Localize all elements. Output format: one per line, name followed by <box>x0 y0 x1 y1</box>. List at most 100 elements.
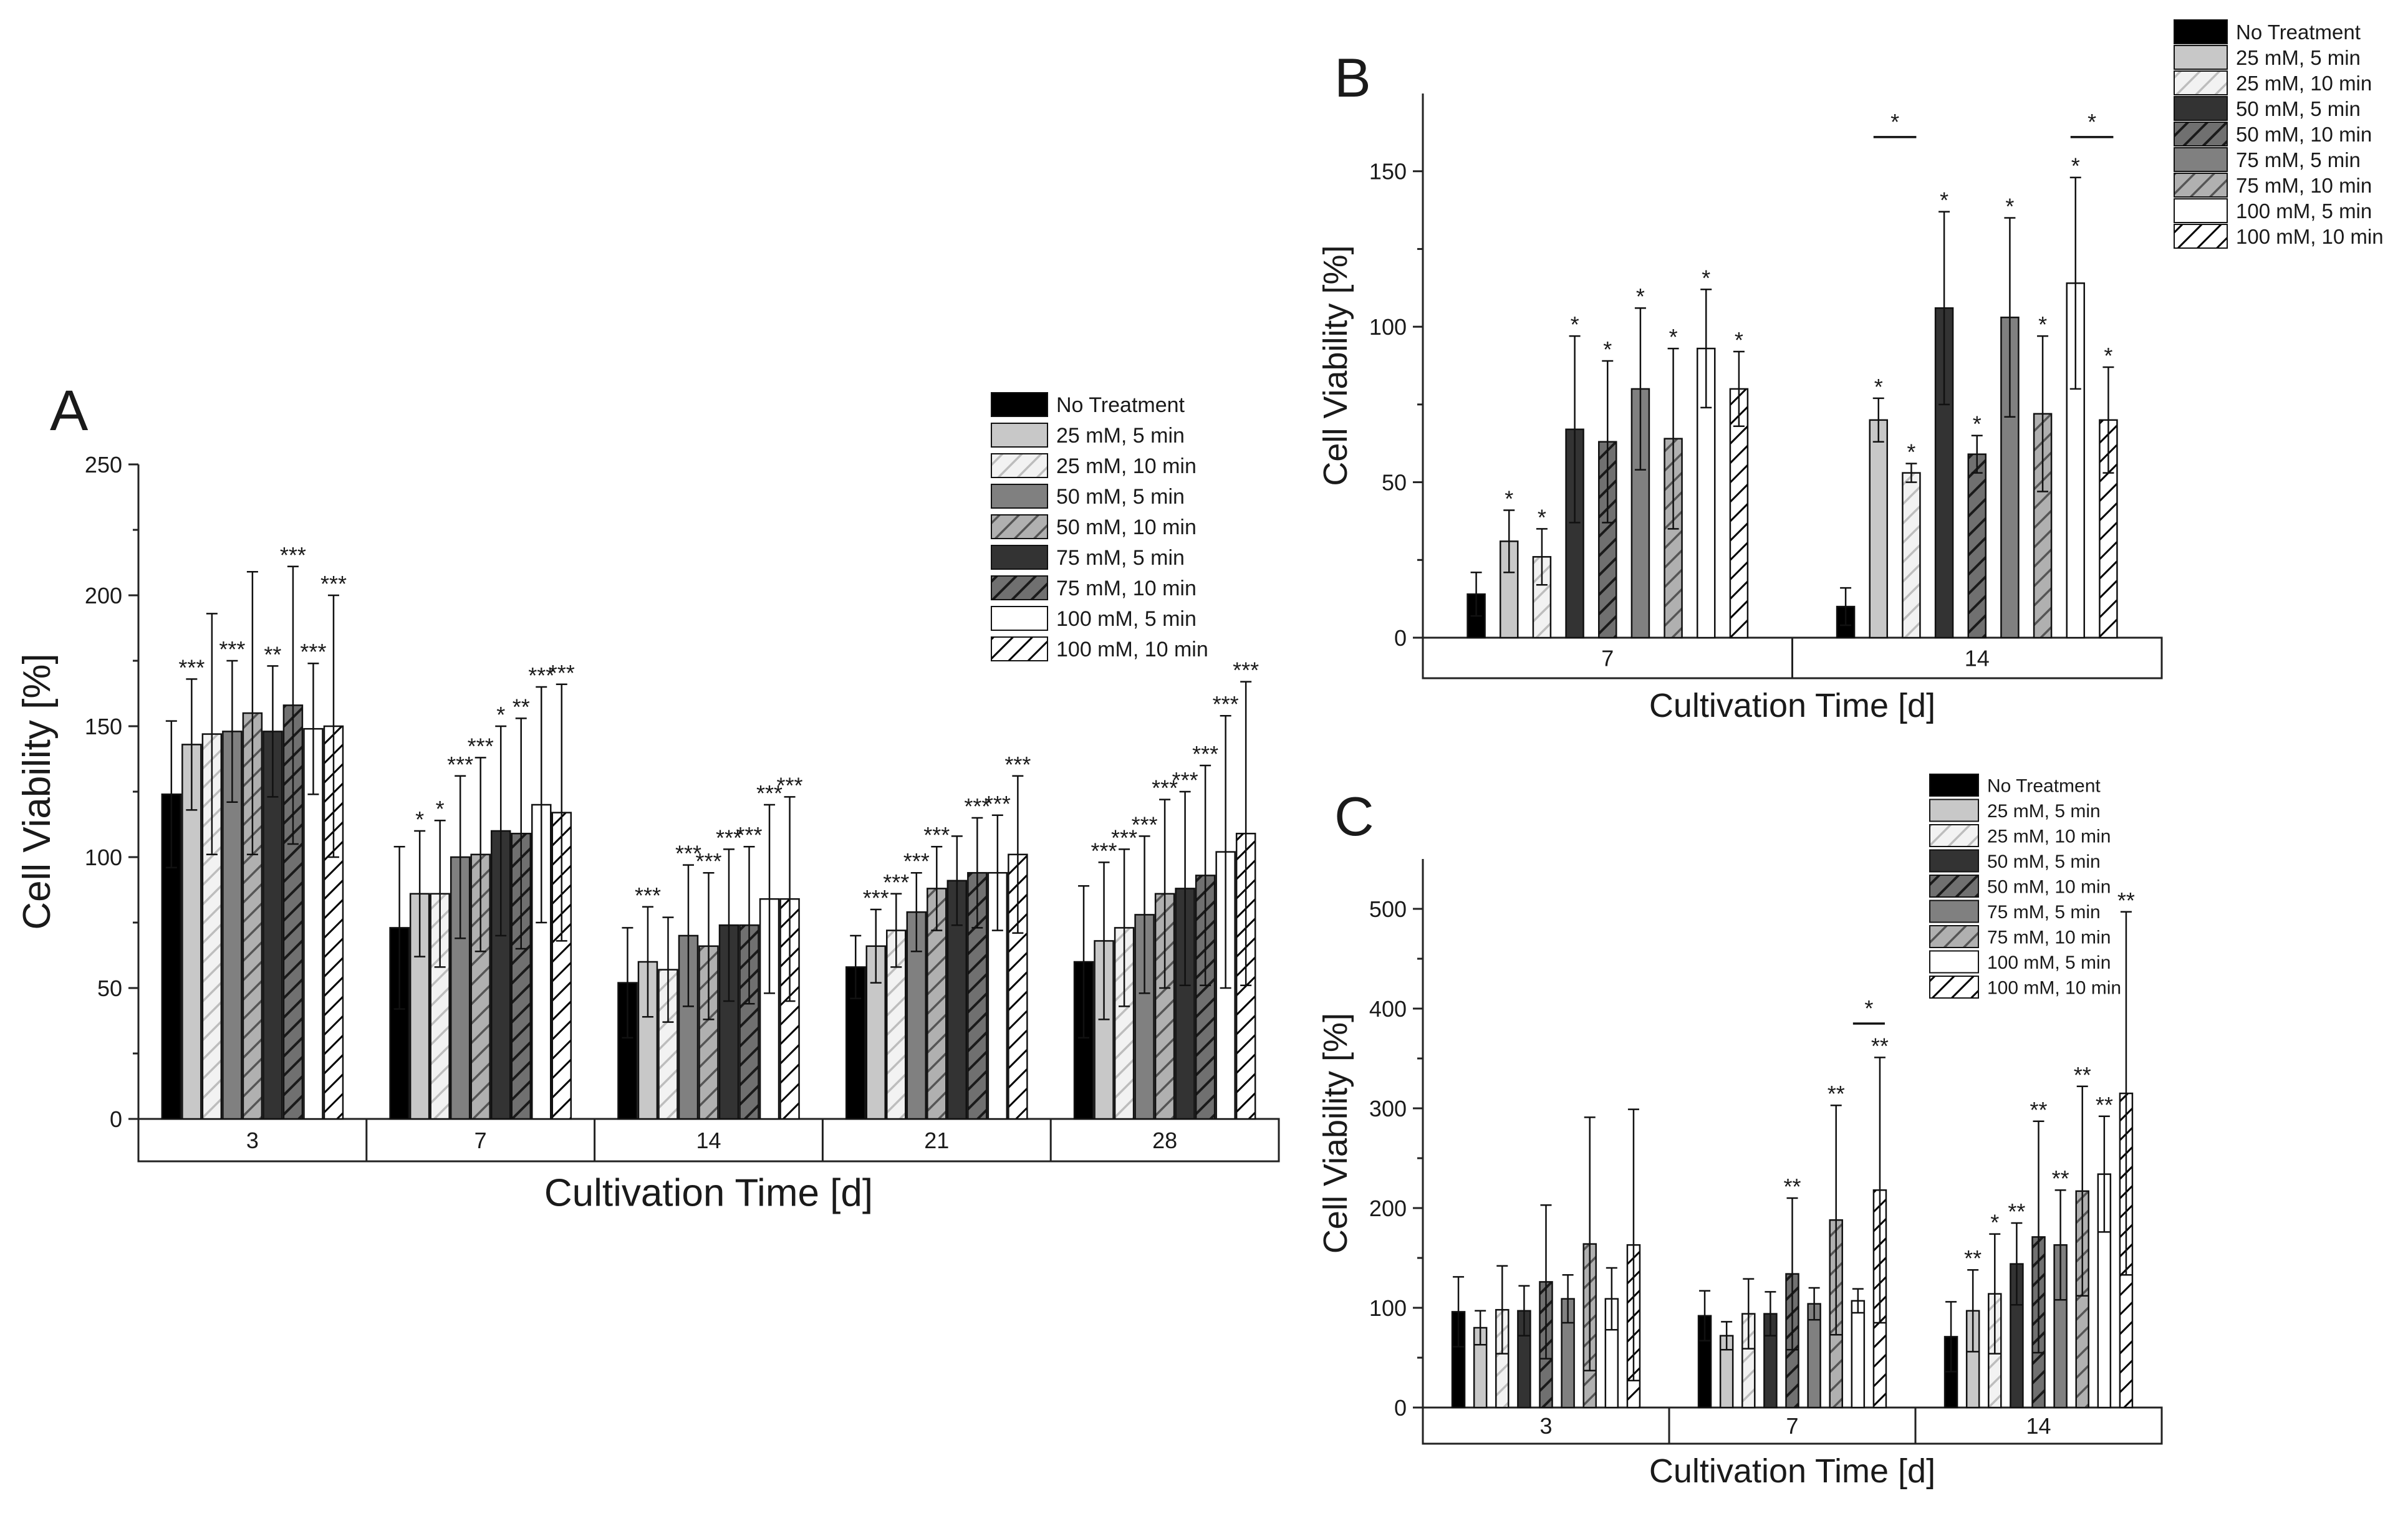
significance-label: *** <box>1233 658 1259 683</box>
legend-swatch <box>1929 799 1979 822</box>
significance-label: *** <box>675 841 701 866</box>
legend-swatch <box>2174 198 2228 223</box>
significance-label: *** <box>777 772 803 798</box>
significance-label: *** <box>178 655 205 680</box>
legend-swatch <box>991 606 1048 631</box>
bar <box>323 725 344 1120</box>
legend-label: 75 mM, 5 min <box>2236 148 2361 171</box>
significance-label: * <box>2104 343 2112 368</box>
significance-label: *** <box>1213 691 1239 717</box>
panel-letter: B <box>1334 47 1371 108</box>
y-axis-title: Cell Viability [%] <box>1317 245 1354 486</box>
significance-label: *** <box>695 848 721 874</box>
y-tick-label: 100 <box>85 845 122 870</box>
legend-swatch <box>991 484 1048 509</box>
legend-swatch <box>991 575 1048 600</box>
significance-label: *** <box>320 571 347 597</box>
legend-swatch <box>2174 19 2228 44</box>
significance-label: *** <box>863 885 889 911</box>
significance-label: ** <box>2030 1097 2047 1123</box>
legend-swatch <box>1929 849 1979 873</box>
legend-swatch <box>2174 224 2228 249</box>
bar <box>1934 307 1954 639</box>
significance-label: *** <box>1192 741 1218 767</box>
y-tick-label: 250 <box>85 452 122 477</box>
significance-label: *** <box>923 822 950 848</box>
significance-label: * <box>1505 486 1513 511</box>
x-category-label: 14 <box>2026 1413 2051 1439</box>
significance-label: *** <box>528 663 554 688</box>
legend-swatch <box>1929 875 1979 898</box>
bracket-label: * <box>2088 109 2096 135</box>
significance-label: ** <box>2008 1199 2025 1224</box>
x-category-label: 7 <box>474 1128 487 1153</box>
legend-swatch <box>2174 70 2228 95</box>
significance-label: *** <box>1152 775 1178 801</box>
x-category-label: 14 <box>696 1128 721 1153</box>
significance-label: *** <box>985 791 1011 817</box>
legend-swatch <box>991 423 1048 448</box>
legend-swatch <box>991 453 1048 478</box>
y-tick-label: 0 <box>1394 1395 1407 1421</box>
legend-swatch <box>2174 122 2228 146</box>
x-axis-title: Cultivation Time [d] <box>1649 1452 1935 1490</box>
significance-label: * <box>1874 374 1883 400</box>
y-tick-label: 500 <box>1369 896 1407 922</box>
y-axis-title: Cell Viability [%] <box>16 653 59 929</box>
legend-swatch <box>991 545 1048 570</box>
legend-swatch <box>1929 976 1979 999</box>
significance-label: * <box>1603 337 1612 362</box>
significance-label: ** <box>264 641 281 667</box>
significance-label: * <box>1973 411 1982 437</box>
y-axis-title: Cell Viability [%] <box>1317 1013 1354 1254</box>
bar <box>1967 453 1987 639</box>
x-axis-title: Cultivation Time [d] <box>1649 687 1935 724</box>
panel-b: B 0 50 100 150 7 14 Cultivation Time [d] Cell Vi… <box>1317 19 2384 724</box>
legend-swatch <box>1929 774 1979 797</box>
significance-label: *** <box>1172 767 1198 793</box>
significance-label: *** <box>468 733 494 759</box>
legend-swatch <box>991 392 1048 417</box>
y-tick-label: 200 <box>1369 1196 1407 1221</box>
legend-label: 50 mM, 5 min <box>1987 852 2101 872</box>
legend-label: 100 mM, 10 min <box>1056 638 1208 661</box>
legend-label: 25 mM, 5 min <box>1056 424 1185 448</box>
y-tick-label: 150 <box>1369 159 1407 185</box>
significance-label: *** <box>1091 838 1117 863</box>
legend-label: 25 mM, 5 min <box>1987 801 2101 822</box>
significance-label: * <box>1538 504 1546 530</box>
significance-label: * <box>2038 312 2047 337</box>
legend-label: 75 mM, 10 min <box>1056 577 1197 600</box>
y-tick-label: 0 <box>110 1106 122 1132</box>
bracket-label: * <box>1864 995 1873 1021</box>
significance-label: ** <box>1964 1245 1982 1271</box>
x-category-label: 3 <box>246 1128 259 1153</box>
significance-label: *** <box>756 780 783 806</box>
panel-letter: A <box>50 379 89 443</box>
bar <box>1664 438 1683 639</box>
y-tick-label: 100 <box>1369 1295 1407 1321</box>
x-category-label: 14 <box>1965 645 1990 671</box>
legend-label: 100 mM, 10 min <box>1987 977 2121 998</box>
significance-label: ** <box>1783 1174 1801 1199</box>
legend-label: No Treatment <box>1056 393 1185 417</box>
significance-label: *** <box>903 848 930 874</box>
legend-label: 25 mM, 10 min <box>1987 826 2111 847</box>
y-tick-label: 50 <box>97 976 122 1001</box>
legend-swatch <box>2174 96 2228 121</box>
legend-label: 50 mM, 10 min <box>1056 516 1197 539</box>
significance-label: * <box>1907 439 1915 465</box>
legend-label: 75 mM, 5 min <box>1056 546 1185 570</box>
category-row <box>137 1118 1280 1163</box>
legend-swatch <box>991 636 1048 661</box>
significance-label: * <box>1735 327 1743 353</box>
significance-label: *** <box>964 794 990 819</box>
significance-label: *** <box>447 752 473 777</box>
legend-label: 75 mM, 5 min <box>1987 902 2101 923</box>
x-category-label: 3 <box>1539 1413 1552 1439</box>
bar <box>1869 419 1888 639</box>
significance-label: *** <box>1004 752 1031 777</box>
x-category-label: 28 <box>1152 1128 1177 1153</box>
significance-label: * <box>1940 188 1948 213</box>
